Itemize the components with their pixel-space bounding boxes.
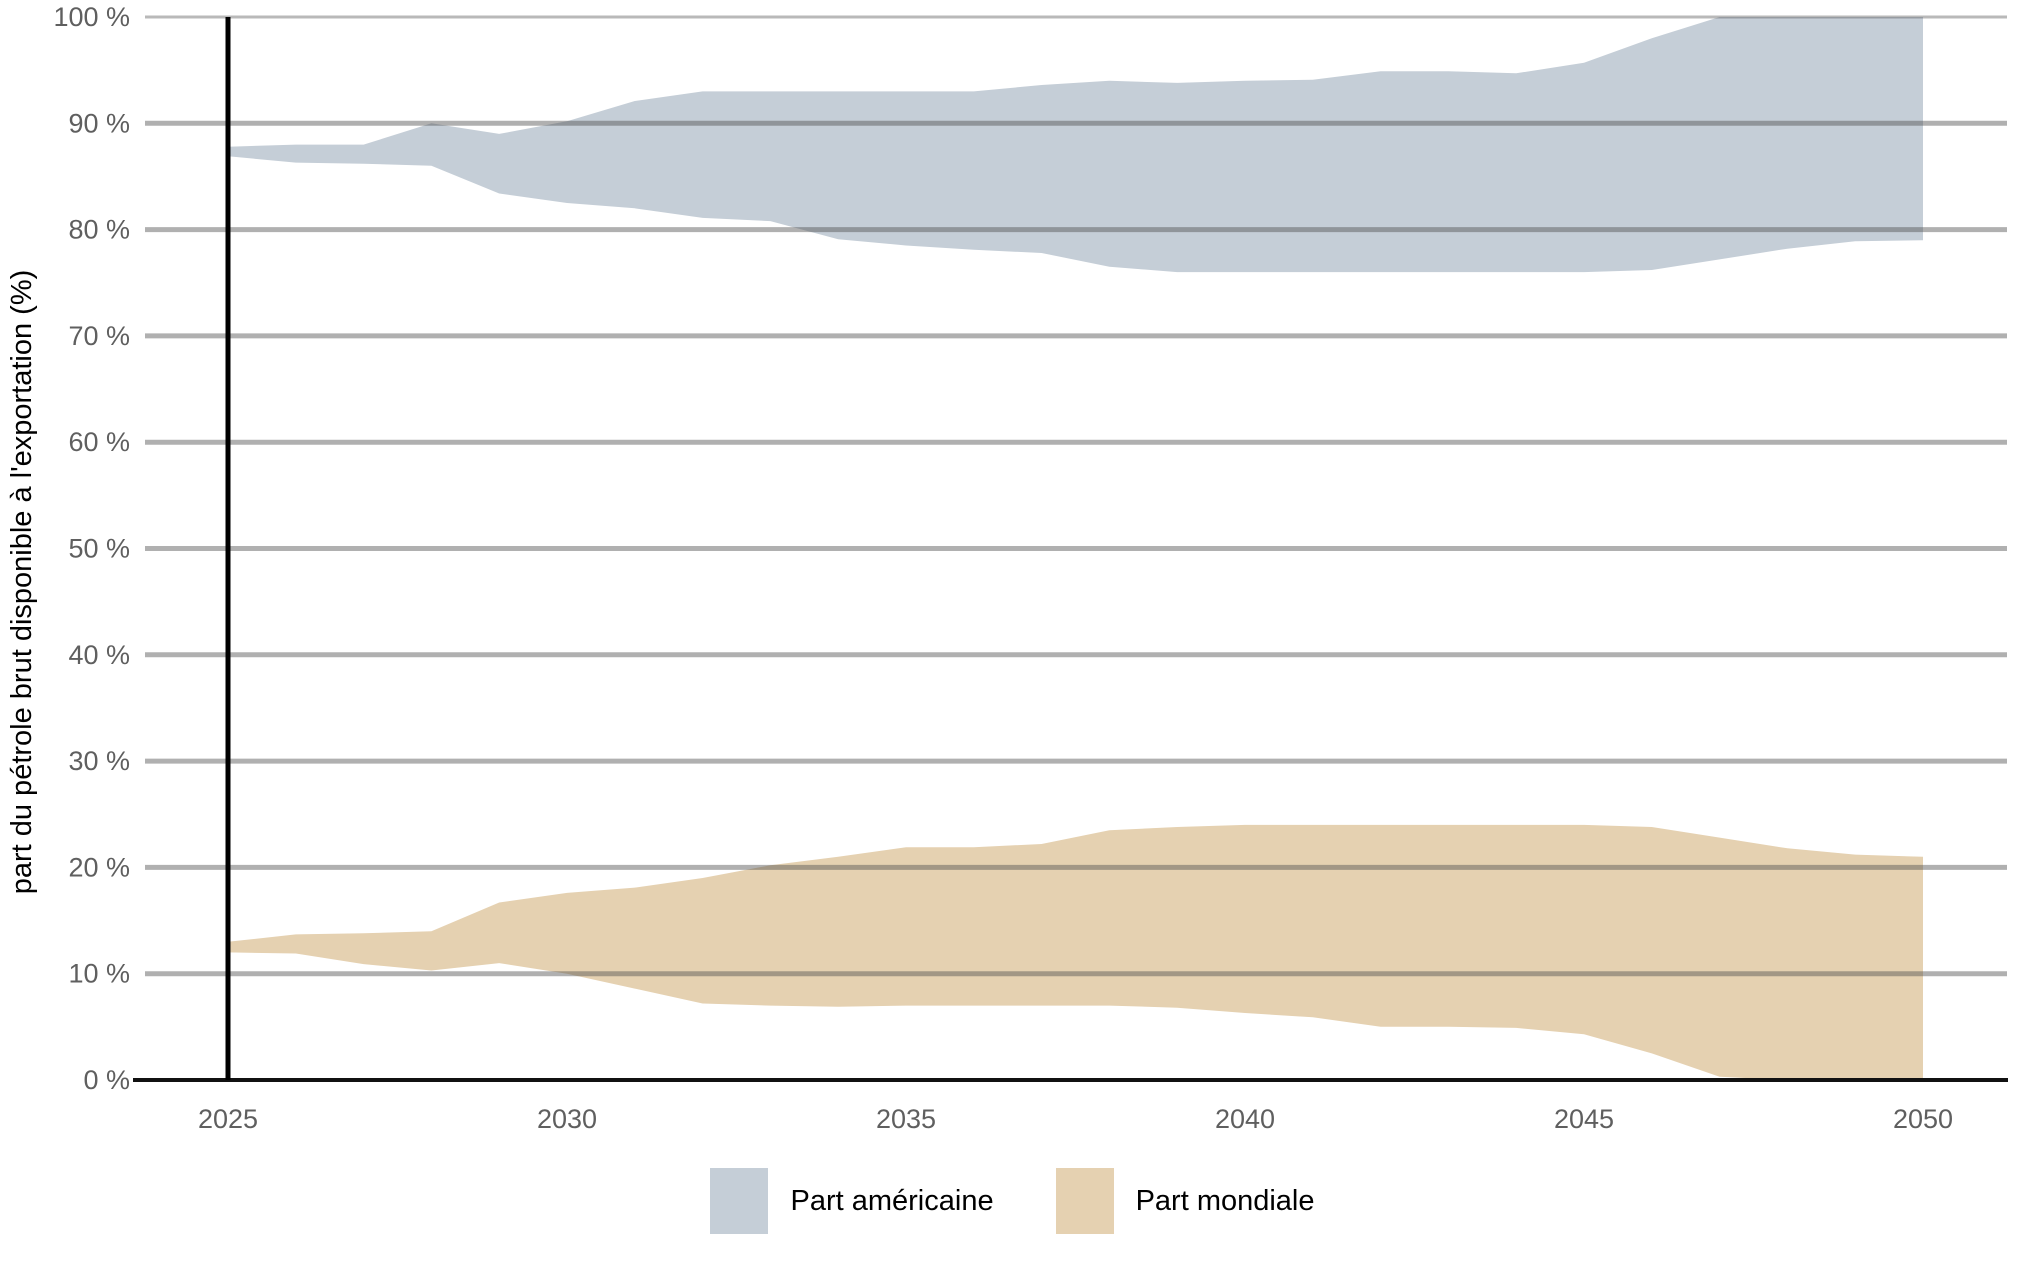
y-tick-label-50: 50 % — [68, 534, 130, 564]
legend-label-part-americaine: Part américaine — [790, 1184, 994, 1217]
x-tick-label-2030: 2030 — [537, 1104, 597, 1134]
y-tick-label-90: 90 % — [68, 108, 130, 138]
legend: Part américaine Part mondiale — [0, 1168, 2025, 1234]
legend-swatch-part-americaine — [710, 1168, 769, 1234]
y-tick-label-0: 0 % — [83, 1065, 130, 1095]
legend-swatch-part-mondiale — [1055, 1168, 1114, 1234]
band-part-americaine — [228, 17, 1923, 273]
y-axis-title: part du pétrole brut disponible à l'expo… — [6, 269, 38, 895]
y-tick-label-70: 70 % — [68, 321, 130, 351]
y-tick-label-60: 60 % — [68, 427, 130, 457]
x-tick-label-2035: 2035 — [876, 1104, 936, 1134]
x-tick-label-2040: 2040 — [1215, 1104, 1275, 1134]
y-tick-label-40: 40 % — [68, 640, 130, 670]
band-part-mondiale — [228, 824, 1923, 1080]
y-tick-label-30: 30 % — [68, 746, 130, 776]
y-tick-label-100: 100 % — [53, 2, 130, 32]
y-tick-label-20: 20 % — [68, 852, 130, 882]
legend-label-part-mondiale: Part mondiale — [1135, 1184, 1315, 1217]
x-tick-label-2050: 2050 — [1893, 1104, 1953, 1134]
legend-item-part-mondiale: Part mondiale — [1055, 1168, 1315, 1234]
y-tick-label-80: 80 % — [68, 215, 130, 245]
x-tick-label-2025: 2025 — [198, 1104, 258, 1134]
legend-item-part-americaine: Part américaine — [710, 1168, 994, 1234]
y-tick-label-10: 10 % — [68, 959, 130, 989]
x-tick-label-2045: 2045 — [1554, 1104, 1614, 1134]
